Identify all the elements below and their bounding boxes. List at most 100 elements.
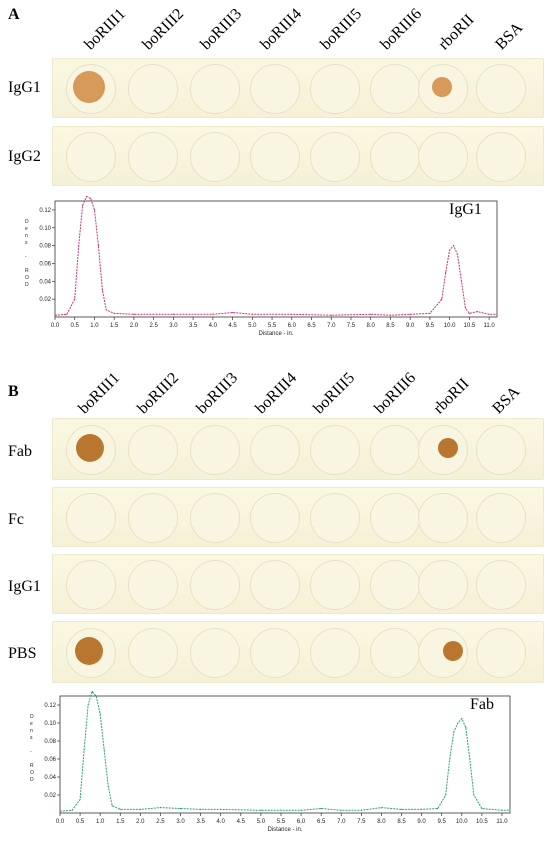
column-header-rborii: rboRII xyxy=(435,11,478,54)
column-header-boriii1: boRIII1 xyxy=(81,5,130,54)
x-tick-label: 3.5 xyxy=(189,323,198,329)
data-point xyxy=(74,298,76,300)
x-axis-label: Distance - in. xyxy=(267,827,302,833)
data-point xyxy=(481,807,483,810)
x-tick-label: 4.0 xyxy=(217,819,226,825)
data-point xyxy=(107,785,109,787)
data-point xyxy=(87,704,89,706)
membrane-disc xyxy=(190,493,240,543)
column-header-bsa: BSA xyxy=(492,19,527,54)
x-tick-label: 8.5 xyxy=(397,819,406,825)
data-point xyxy=(400,808,403,810)
membrane-disc xyxy=(128,560,178,610)
panel-a-densitometry-plot: 0.02 0.04 0.06 0.08 0.10 0.12 0.0 0.5 1.0 1.5 2.0 2… xyxy=(25,195,498,337)
data-point xyxy=(453,731,455,733)
data-point xyxy=(501,809,503,811)
data-point xyxy=(66,313,68,315)
y-tick-label: 0.04 xyxy=(44,775,56,781)
column-header-rborii: rboRII xyxy=(430,375,473,418)
data-point xyxy=(82,204,84,207)
x-tick-label: 9.5 xyxy=(438,819,447,825)
stained-spot xyxy=(432,77,452,97)
panel-a-strip-igg1 xyxy=(52,58,544,118)
column-header-boriii5: boRIII5 xyxy=(317,5,366,54)
y-tick-label: 0.06 xyxy=(44,757,56,763)
membrane-disc xyxy=(128,628,178,678)
x-tick-label: 1.5 xyxy=(116,819,125,825)
panel-b-row-label-pbs: PBS xyxy=(8,645,37,662)
panel-b-label: B xyxy=(8,383,19,400)
membrane-disc xyxy=(66,132,116,182)
data-point xyxy=(85,195,88,198)
data-point xyxy=(79,798,81,801)
panel-b-row-label-igg1: IgG1 xyxy=(8,578,41,595)
x-tick-label: 8.0 xyxy=(377,819,386,825)
column-header-boriii2: boRIII2 xyxy=(139,5,188,54)
x-tick-label: 1.0 xyxy=(90,323,99,329)
x-tick-label: 10.0 xyxy=(444,323,456,329)
data-point xyxy=(97,245,100,247)
data-point xyxy=(469,758,471,760)
membrane-disc xyxy=(128,425,178,475)
x-tick-label: 2.5 xyxy=(149,323,158,329)
membrane-disc xyxy=(370,64,420,114)
data-point xyxy=(95,695,97,697)
panel-a-row-label-igg2: IgG2 xyxy=(8,148,41,165)
panel-b-strip-fc xyxy=(52,487,544,547)
column-header-boriii6: boRIII6 xyxy=(377,5,426,54)
data-point xyxy=(509,809,511,811)
data-point xyxy=(89,197,92,199)
data-point xyxy=(159,807,162,809)
membrane-disc xyxy=(250,64,300,114)
stained-spot xyxy=(73,71,105,103)
plot-frame xyxy=(59,695,511,814)
data-point xyxy=(464,307,467,309)
data-point xyxy=(449,249,451,251)
data-point xyxy=(340,809,342,811)
data-point xyxy=(460,280,463,282)
plot-frame xyxy=(54,200,498,318)
membrane-disc xyxy=(310,560,360,610)
membrane-disc xyxy=(310,64,360,114)
membrane-disc xyxy=(370,560,420,610)
data-point xyxy=(71,809,73,811)
data-point xyxy=(409,313,411,315)
data-point xyxy=(59,810,61,812)
y-tick-label: 0.02 xyxy=(44,793,56,799)
data-point xyxy=(133,313,135,315)
membrane-disc xyxy=(250,560,300,610)
membrane-disc xyxy=(370,493,420,543)
data-point xyxy=(330,314,332,316)
x-tick-label: 11.0 xyxy=(496,819,508,825)
x-tick-label: 10.5 xyxy=(476,819,488,825)
stained-spot xyxy=(75,637,103,665)
membrane-disc xyxy=(476,64,526,114)
data-point xyxy=(113,312,115,315)
data-point xyxy=(320,807,322,810)
data-point xyxy=(465,726,467,729)
data-point xyxy=(111,805,113,807)
data-point xyxy=(99,713,101,715)
data-point xyxy=(220,808,222,810)
x-tick-label: 9.0 xyxy=(406,323,415,329)
membrane-disc xyxy=(476,628,526,678)
data-point xyxy=(78,245,80,247)
x-tick-label: 1.5 xyxy=(110,323,119,329)
x-tick-label: 11.0 xyxy=(483,323,495,329)
x-tick-label: 5.5 xyxy=(277,819,286,825)
x-tick-label: 6.0 xyxy=(288,323,297,329)
x-tick-label: 0.0 xyxy=(51,323,60,329)
x-tick-label: 3.0 xyxy=(176,819,185,825)
membrane-disc xyxy=(250,493,300,543)
density-trace xyxy=(59,690,510,812)
x-tick-label: 2.5 xyxy=(156,819,165,825)
data-point xyxy=(370,313,372,315)
data-point xyxy=(101,289,103,291)
data-point xyxy=(103,749,105,751)
membrane-disc xyxy=(310,132,360,182)
data-point xyxy=(488,313,490,315)
y-tick-label: 0.04 xyxy=(39,279,51,285)
data-point xyxy=(461,717,463,720)
